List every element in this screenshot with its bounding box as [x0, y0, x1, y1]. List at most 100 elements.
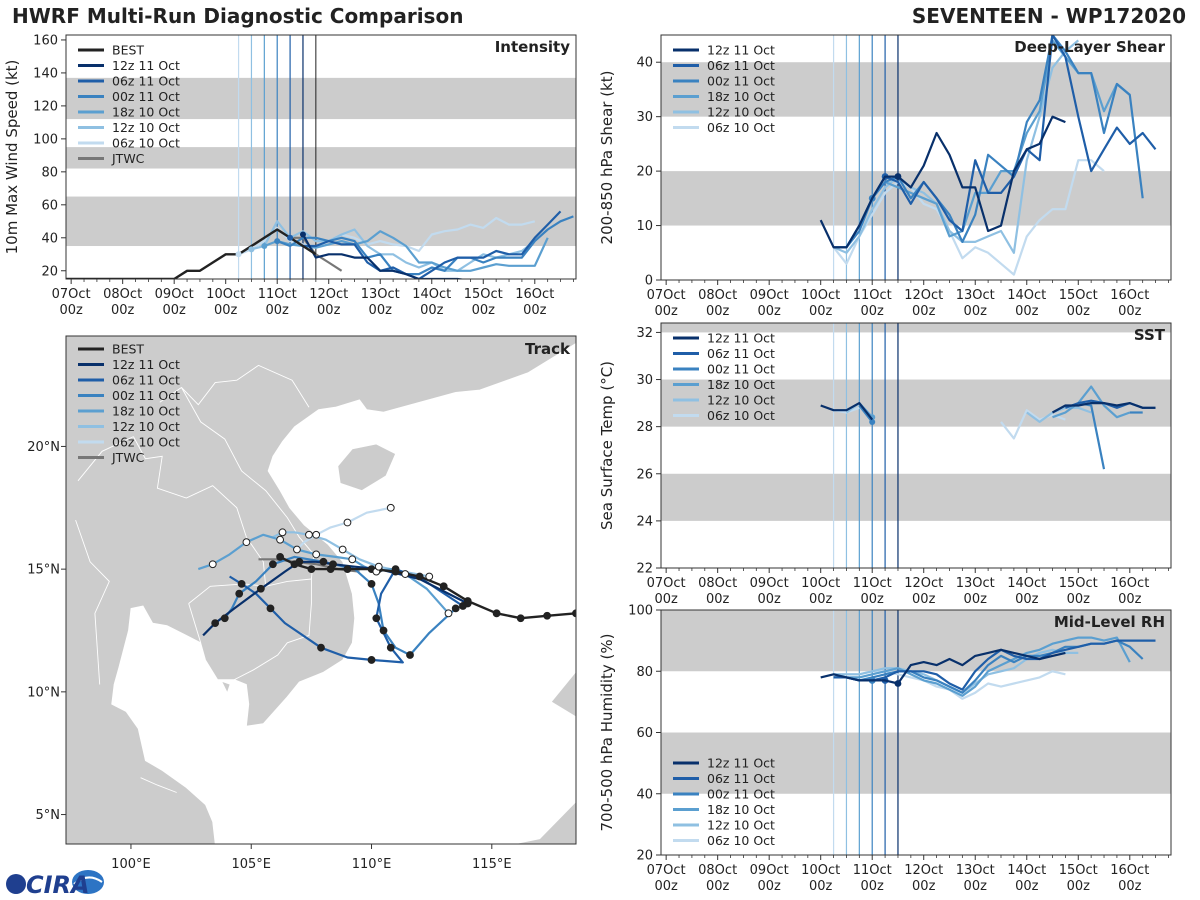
panel-title: Mid-Level RH: [1054, 613, 1165, 631]
x-tick-label: 00z: [861, 879, 885, 894]
series-line: [289, 210, 562, 279]
x-tick-label: 15Oct: [464, 287, 503, 302]
panel-frame: [65, 335, 577, 845]
x-tick-label: 00z: [111, 303, 135, 318]
x-tick-label: 10Oct: [801, 863, 840, 878]
series-line: [858, 404, 874, 423]
x-tick-label: 13Oct: [956, 288, 995, 303]
y-tick-label: 24: [636, 514, 653, 529]
x-tick-label: 09Oct: [155, 287, 194, 302]
legend-entry: 12z 11 Oct: [707, 331, 775, 346]
x-tick-label: 00z: [964, 304, 988, 319]
x-tick-label: 07Oct: [52, 287, 91, 302]
country-border: [133, 436, 267, 587]
series-line: [66, 228, 317, 279]
legend-entry: 06z 10 Oct: [112, 136, 180, 151]
track-point: [379, 626, 388, 635]
y-tick-label: 140: [33, 66, 58, 81]
x-tick-label: 12Oct: [904, 863, 943, 878]
track-point: [386, 503, 395, 512]
x-tick-label: 00z: [654, 879, 678, 894]
y-tick-label: 0: [645, 274, 653, 289]
x-tick-label: 105°E: [231, 857, 271, 872]
track-point: [338, 545, 347, 554]
point: [894, 680, 902, 687]
y-tick-label: 40: [636, 787, 653, 802]
x-tick-label: 00z: [523, 303, 547, 318]
series-line: [832, 159, 1105, 276]
x-tick-label: 00z: [706, 879, 730, 894]
panel-frame: [660, 322, 1172, 569]
track-point: [329, 560, 337, 569]
track-point: [220, 614, 229, 623]
legend-entry: 00z 11 Oct: [707, 787, 775, 802]
x-tick-label: 00z: [420, 303, 444, 318]
y-tick-label: 20: [636, 165, 653, 180]
x-tick-label: 110°E: [352, 857, 392, 872]
series-line: [833, 636, 1131, 697]
y-tick-label: 60: [636, 726, 653, 741]
x-tick-label: 08Oct: [698, 288, 737, 303]
x-tick-label: 00z: [654, 304, 678, 319]
shade-band: [661, 473, 1171, 521]
island: [222, 682, 230, 692]
y-tick-label: 30: [636, 110, 653, 125]
x-tick-label: 08Oct: [103, 287, 142, 302]
y-tick-label: 10°N: [27, 685, 60, 700]
legend-entry: 18z 10 Oct: [112, 105, 180, 120]
legend-entry: 18z 10 Oct: [112, 404, 180, 419]
x-tick-label: 14Oct: [1007, 863, 1046, 878]
page-title: HWRF Multi-Run Diagnostic Comparison: [12, 4, 464, 28]
y-tick-label: 100: [628, 604, 653, 619]
y-tick-label: 20: [41, 264, 58, 279]
x-tick-label: 00z: [964, 592, 988, 607]
x-tick-label: 00z: [1015, 304, 1039, 319]
point: [869, 418, 876, 425]
legend-entry: 18z 10 Oct: [707, 802, 775, 817]
series-line: [1051, 402, 1156, 414]
x-tick-label: 15Oct: [1059, 863, 1098, 878]
y-tick-label: 20°N: [27, 440, 60, 455]
point: [261, 243, 268, 250]
x-tick-label: 09Oct: [750, 863, 789, 878]
rh-panel: [661, 610, 1171, 855]
x-tick-label: 00z: [964, 879, 988, 894]
legend-entry: 06z 10 Oct: [707, 120, 775, 135]
shade-band: [661, 323, 1171, 333]
track-point: [268, 560, 277, 569]
series-line: [276, 215, 574, 276]
country-border: [75, 519, 110, 685]
x-tick-label: 15Oct: [1059, 576, 1098, 591]
x-tick-label: 00z: [317, 303, 341, 318]
series-line: [820, 648, 1066, 685]
x-tick-label: 11Oct: [853, 576, 892, 591]
legend-entry: 12z 11 Oct: [112, 58, 180, 73]
x-tick-label: 00z: [706, 304, 730, 319]
x-tick-label: 14Oct: [412, 287, 451, 302]
track-point: [516, 614, 525, 623]
x-tick-label: 09Oct: [750, 288, 789, 303]
x-tick-label: 00z: [654, 592, 678, 607]
track-point: [459, 602, 467, 610]
track-point: [386, 643, 395, 652]
track-point: [439, 582, 448, 591]
x-tick-label: 00z: [59, 303, 83, 318]
country-border: [140, 777, 177, 793]
country-border: [188, 603, 202, 643]
x-tick-label: 15Oct: [1059, 288, 1098, 303]
shade-band: [661, 62, 1171, 117]
point: [287, 234, 294, 241]
legend-entry: 06z 10 Oct: [707, 833, 775, 848]
storm-id: SEVENTEEN - WP172020: [911, 4, 1186, 28]
track-point: [312, 550, 321, 559]
track-point: [237, 579, 246, 588]
panel-title: SST: [1134, 326, 1166, 344]
legend-entry: 00z 11 Oct: [707, 74, 775, 89]
x-tick-label: 00z: [369, 303, 393, 318]
track-point: [492, 609, 501, 618]
x-tick-label: 16Oct: [1110, 288, 1149, 303]
x-tick-label: 11Oct: [258, 287, 297, 302]
x-tick-label: 07Oct: [647, 576, 686, 591]
y-axis-label: Sea Surface Temp (°C): [598, 361, 616, 530]
sst-panel: [661, 323, 1171, 568]
